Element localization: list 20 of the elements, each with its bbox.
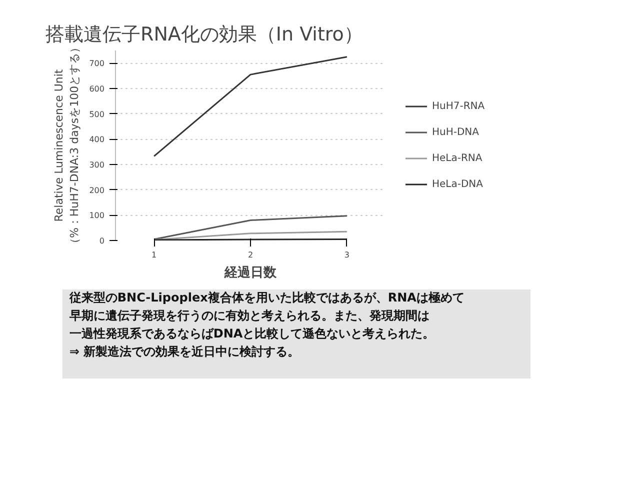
y-tick-label: 200 (89, 186, 105, 195)
y-tick-label: 100 (89, 211, 105, 220)
legend-label: HeLa-RNA (432, 152, 482, 164)
y-tick-label: 300 (89, 160, 105, 170)
x-tick-label: 1 (152, 250, 157, 260)
text: 従来型のBNC-Lipoplex複合体を用いた比較ではあるが、RNAは極めて (68, 290, 464, 304)
x-axis-title: 経過日数 (224, 266, 278, 280)
y-tick-label: 700 (89, 59, 105, 68)
text: ⇒ 新製造法での効果を近日中に検討する。 (69, 344, 300, 358)
x-tick-label: 2 (248, 250, 254, 260)
y-tick-label: 400 (89, 135, 105, 144)
legend-label: HuH-DNA (432, 126, 480, 138)
y-tick-label: 600 (89, 84, 105, 94)
x-tick-label: 3 (344, 250, 350, 260)
y-tick-label: 0 (99, 236, 105, 246)
legend-label: HuH7-RNA (432, 100, 485, 112)
text: 早期に遺伝子発現を行うのに有効と考えられる。また、発現期間は (68, 308, 430, 322)
y-tick-label: 500 (89, 110, 105, 119)
legend-label: HeLa-DNA (432, 178, 484, 190)
text: 一過性発現系であるならばDNAと比較して遜色ないと考えられた。 (69, 326, 435, 340)
